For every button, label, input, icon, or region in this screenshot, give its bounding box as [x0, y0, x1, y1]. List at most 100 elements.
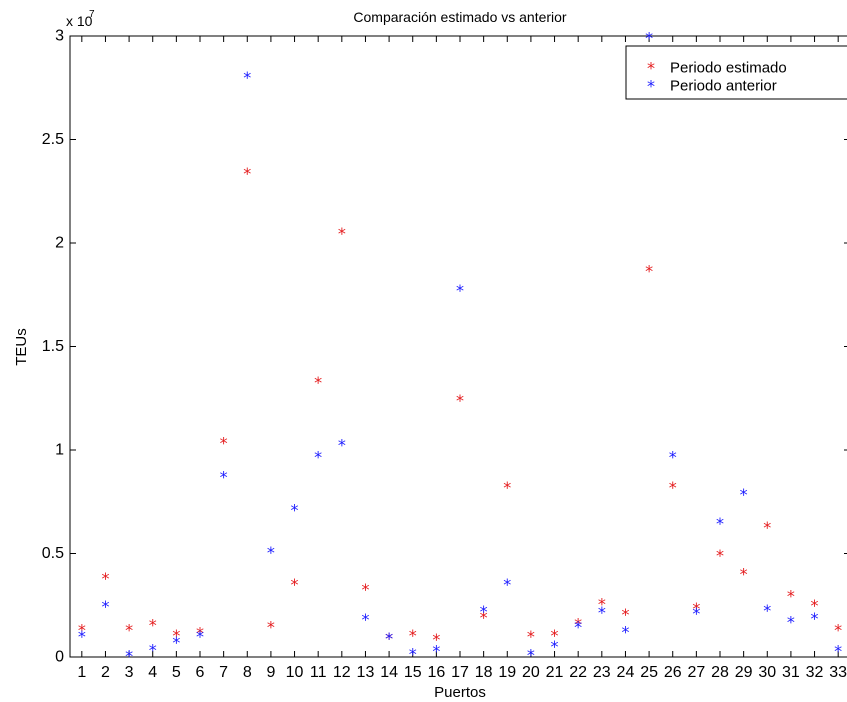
point-estimado: *: [692, 599, 700, 618]
x-tick-label: 29: [735, 664, 753, 681]
y-tick-label: 0.5: [42, 545, 64, 562]
y-axis-ticks: 0 0.5 1 1.5 2 2.5 3: [42, 28, 847, 666]
y-tick-label: 2.5: [42, 131, 64, 148]
point-anterior: *: [267, 543, 275, 562]
x-tick-label: 25: [640, 664, 658, 681]
x-tick-label: 31: [782, 664, 800, 681]
x-tick-label: 20: [522, 664, 540, 681]
point-anterior: *: [716, 514, 724, 533]
x-tick-label: 9: [266, 664, 275, 681]
x-tick-label: 3: [125, 664, 134, 681]
point-estimado: *: [267, 617, 275, 636]
point-estimado: *: [243, 164, 251, 183]
legend-marker-anterior: *: [647, 77, 655, 96]
point-estimado: *: [834, 621, 842, 640]
x-axis-label: Puertos: [434, 684, 486, 701]
point-estimado: *: [385, 629, 393, 648]
y-tick-label: 1: [55, 442, 64, 459]
point-anterior: *: [551, 637, 559, 656]
point-anterior: *: [527, 645, 535, 664]
legend-label-estimado: Periodo estimado: [670, 60, 787, 77]
x-tick-label: 21: [546, 664, 564, 681]
y-tick-label: 0: [55, 649, 64, 666]
point-estimado: *: [432, 630, 440, 649]
point-anterior: *: [621, 623, 629, 642]
x-tick-label: 27: [687, 664, 705, 681]
point-anterior: *: [692, 604, 700, 623]
point-anterior: *: [409, 644, 417, 663]
chart-title: Comparación estimado vs anterior: [353, 9, 567, 25]
point-estimado: *: [480, 608, 488, 627]
point-estimado: *: [291, 575, 299, 594]
x-tick-label: 13: [357, 664, 375, 681]
point-anterior: *: [220, 467, 228, 486]
point-estimado: *: [551, 626, 559, 645]
point-estimado: *: [811, 596, 819, 615]
legend-box: [625, 45, 847, 100]
point-anterior: *: [574, 617, 582, 636]
point-anterior: *: [291, 501, 299, 520]
point-anterior: *: [385, 629, 393, 648]
point-anterior: *: [598, 603, 606, 622]
point-estimado: *: [645, 261, 653, 280]
point-estimado: *: [716, 546, 724, 565]
point-anterior: *: [432, 641, 440, 660]
point-estimado: *: [409, 626, 417, 645]
point-estimado: *: [574, 614, 582, 633]
x-tick-label: 17: [451, 664, 469, 681]
x-tick-label: 26: [664, 664, 682, 681]
x-tick-label: 7: [219, 664, 228, 681]
x-tick-label: 30: [758, 664, 776, 681]
x-tick-label: 14: [380, 664, 398, 681]
point-anterior: *: [834, 641, 842, 660]
x-tick-label: 28: [711, 664, 729, 681]
point-anterior: *: [669, 448, 677, 467]
x-tick-label: 11: [310, 664, 327, 681]
point-estimado: *: [196, 624, 204, 643]
point-anterior: *: [456, 281, 464, 300]
point-anterior: *: [149, 640, 157, 659]
plot-area: [69, 35, 847, 658]
point-anterior: *: [480, 602, 488, 621]
point-anterior: *: [314, 448, 322, 467]
point-estimado: *: [361, 580, 369, 599]
x-tick-label: 10: [286, 664, 304, 681]
y-multiplier-exponent: 7: [89, 9, 95, 20]
legend: * Periodo estimado * Periodo anterior: [625, 45, 847, 100]
point-anterior: *: [811, 609, 819, 628]
x-axis-ticks: 1 2 3 4 5 6 7 8 9 10 11 12 13 14 15 16 17 18 19 20 21 22 23 24 2…: [77, 36, 847, 681]
data-points: *** ** ********* * ***** *********** ***** * * **…: [78, 29, 842, 666]
point-anterior: *: [787, 612, 795, 631]
y-multiplier: x 10 7: [66, 9, 95, 29]
point-anterior: *: [243, 68, 251, 87]
y-axis-label: TEUs: [13, 328, 30, 366]
point-estimado: *: [669, 478, 677, 497]
point-estimado: *: [621, 605, 629, 624]
x-tick-label: 8: [243, 664, 252, 681]
x-tick-label: 19: [498, 664, 516, 681]
x-tick-label: 15: [404, 664, 422, 681]
point-estimado: *: [740, 565, 748, 584]
x-tick-label: 2: [101, 664, 110, 681]
point-anterior: *: [645, 29, 653, 48]
point-estimado: *: [149, 615, 157, 634]
y-multiplier-base: x 10: [66, 13, 93, 29]
point-anterior: *: [78, 627, 86, 646]
point-anterior: *: [763, 601, 771, 620]
legend-label-anterior: Periodo anterior: [670, 78, 777, 95]
point-anterior: *: [125, 646, 133, 665]
x-tick-label: 22: [569, 664, 587, 681]
point-estimado: *: [101, 569, 109, 588]
x-tick-label: 32: [806, 664, 824, 681]
point-estimado: *: [763, 518, 771, 537]
x-tick-label: 33: [829, 664, 847, 681]
point-estimado: *: [787, 586, 795, 605]
point-estimado: *: [220, 433, 228, 452]
point-estimado: *: [598, 595, 606, 614]
y-tick-label: 1.5: [42, 338, 64, 355]
point-anterior: *: [172, 633, 180, 652]
point-estimado: *: [338, 224, 346, 243]
point-estimado: *: [78, 621, 86, 640]
point-anterior: *: [503, 575, 511, 594]
